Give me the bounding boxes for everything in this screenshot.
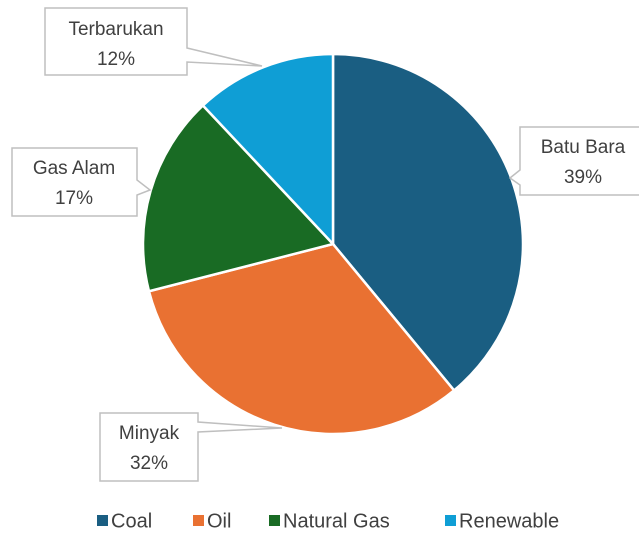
callout — [99, 412, 283, 482]
legend-marker — [97, 515, 108, 526]
legend-marker — [445, 515, 456, 526]
data-label-value: 12% — [97, 49, 135, 70]
legend-label: Oil — [207, 510, 231, 532]
data-label-value: 39% — [564, 167, 602, 188]
pie-slice — [201, 52, 335, 248]
legend-label: Natural Gas — [283, 510, 390, 532]
data-label-value: 32% — [130, 453, 168, 474]
data-label-value: 17% — [55, 188, 93, 209]
pie-slice — [147, 242, 456, 436]
pie-slice — [141, 103, 336, 293]
legend-marker — [193, 515, 204, 526]
callout — [11, 147, 152, 217]
callout — [44, 7, 263, 76]
data-label-name: Minyak — [119, 423, 180, 444]
legend-marker — [269, 515, 280, 526]
legend-label: Renewable — [459, 510, 559, 532]
data-label-name: Batu Bara — [541, 137, 626, 158]
data-label-name: Gas Alam — [33, 158, 115, 179]
data-label-name: Terbarukan — [68, 19, 163, 40]
callout — [508, 126, 639, 196]
legend-label: Coal — [111, 510, 152, 532]
